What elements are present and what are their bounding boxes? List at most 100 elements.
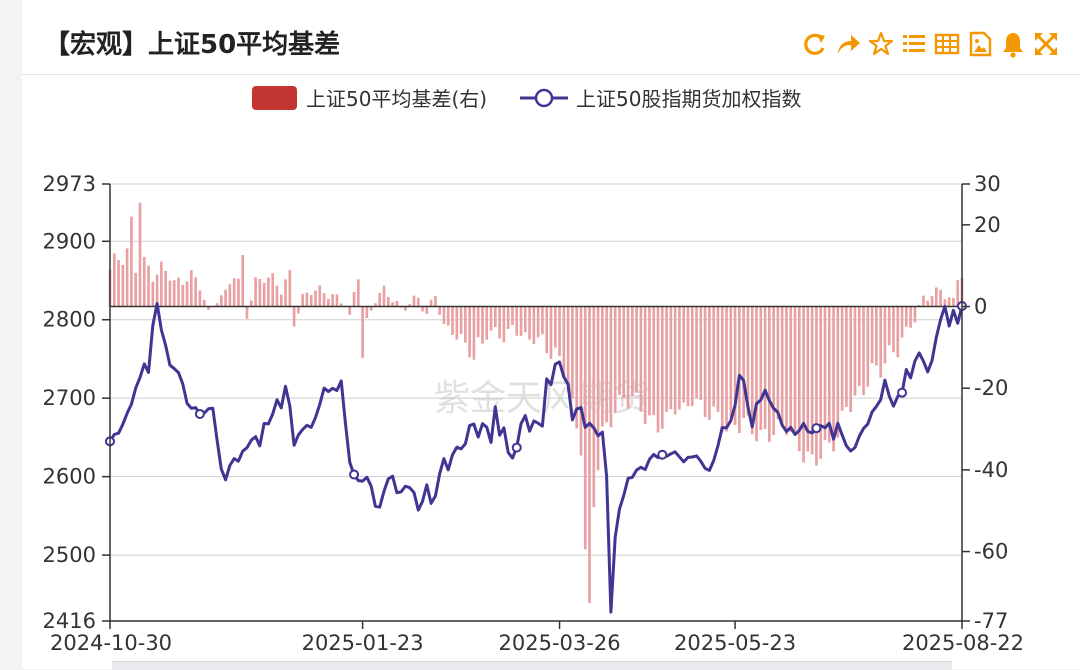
basis-bar bbox=[905, 306, 908, 327]
basis-bar bbox=[866, 306, 870, 387]
basis-bar bbox=[648, 306, 651, 416]
basis-bar bbox=[378, 292, 382, 307]
watermark-text: 紫金天风期货 bbox=[434, 378, 650, 419]
basis-bar bbox=[639, 306, 643, 412]
right-tick-label: 0 bbox=[974, 295, 987, 319]
basis-bar bbox=[605, 306, 608, 423]
basis-bar bbox=[549, 306, 553, 359]
basis-bar bbox=[275, 285, 279, 307]
basis-bar bbox=[147, 265, 150, 307]
basis-bar bbox=[190, 270, 193, 307]
basis-bar bbox=[772, 306, 775, 436]
basis-bar bbox=[429, 299, 433, 307]
basis-bar bbox=[823, 306, 827, 441]
basis-bar bbox=[742, 306, 745, 419]
left-tick-label: 2416 bbox=[43, 609, 96, 633]
image-icon[interactable] bbox=[967, 30, 993, 58]
legend-bar-swatch[interactable] bbox=[252, 86, 297, 110]
legend-line-swatch[interactable] bbox=[520, 86, 568, 110]
basis-bar bbox=[155, 274, 159, 307]
bell-icon[interactable] bbox=[1000, 30, 1026, 58]
basis-bar bbox=[699, 306, 703, 400]
right-tick-label: 20 bbox=[974, 213, 1001, 237]
index-marker bbox=[194, 408, 205, 419]
basis-bar bbox=[845, 306, 848, 407]
basis-bar bbox=[425, 306, 429, 315]
basis-bar bbox=[468, 306, 471, 358]
basis-bar bbox=[763, 306, 767, 429]
data-zoom-slider[interactable] bbox=[112, 661, 952, 670]
basis-bar bbox=[669, 306, 673, 410]
basis-bar bbox=[879, 306, 882, 378]
basis-bar bbox=[322, 293, 326, 307]
basis-bar bbox=[292, 306, 296, 327]
toolbar bbox=[802, 30, 1062, 60]
basis-bar bbox=[892, 306, 895, 353]
basis-bar bbox=[357, 279, 360, 307]
basis-bar bbox=[840, 306, 844, 411]
basis-bar bbox=[198, 290, 202, 307]
x-tick-label: 2025-08-22 bbox=[902, 631, 1024, 655]
basis-bar bbox=[168, 280, 172, 307]
basis-bar bbox=[934, 287, 938, 307]
table-icon[interactable] bbox=[934, 30, 960, 58]
basis-bar bbox=[652, 306, 656, 416]
fullscreen-icon[interactable] bbox=[1033, 30, 1059, 58]
basis-bar bbox=[690, 306, 694, 407]
share-icon[interactable] bbox=[835, 30, 861, 58]
refresh-icon[interactable] bbox=[802, 30, 828, 58]
basis-bar bbox=[733, 306, 737, 426]
left-tick-label: 2800 bbox=[43, 308, 96, 332]
chart-panel: 【宏观】上证50平均基差 bbox=[22, 0, 1080, 670]
basis-bar bbox=[339, 303, 343, 307]
basis-bar bbox=[442, 306, 446, 324]
basis-bar bbox=[665, 306, 668, 412]
basis-bar bbox=[254, 277, 257, 307]
basis-bar bbox=[506, 306, 510, 329]
right-tick-label: 30 bbox=[974, 172, 1001, 196]
basis-bar bbox=[750, 306, 754, 435]
basis-bar bbox=[160, 261, 163, 307]
basis-bar bbox=[686, 306, 690, 407]
left-tick-label: 2973 bbox=[43, 172, 96, 196]
basis-bar bbox=[352, 291, 356, 307]
basis-bar bbox=[622, 306, 626, 399]
basis-bar bbox=[566, 306, 570, 392]
basis-bar bbox=[476, 306, 480, 338]
basis-bar bbox=[382, 285, 386, 307]
left-tick-label: 2700 bbox=[43, 386, 96, 410]
basis-bar bbox=[768, 306, 771, 442]
basis-bar bbox=[511, 306, 514, 325]
basis-bar bbox=[485, 306, 489, 340]
basis-bar bbox=[348, 306, 352, 315]
basis-bar bbox=[386, 296, 390, 307]
basis-bar bbox=[241, 254, 245, 307]
x-tick-label: 2025-01-23 bbox=[302, 631, 424, 655]
basis-bar bbox=[947, 297, 951, 307]
basis-bar bbox=[780, 306, 784, 426]
basis-bar bbox=[267, 277, 270, 307]
basis-bar bbox=[232, 278, 236, 307]
basis-bar bbox=[416, 297, 420, 307]
basis-bar bbox=[545, 306, 549, 354]
basis-bar bbox=[802, 306, 805, 463]
left-tick-label: 2500 bbox=[43, 543, 96, 567]
basis-bar bbox=[177, 277, 180, 307]
basis-bar bbox=[725, 306, 728, 432]
basis-bar bbox=[258, 279, 262, 307]
basis-bar bbox=[592, 306, 596, 508]
basis-bar bbox=[643, 306, 647, 424]
basis-bar bbox=[412, 295, 416, 307]
basis-bar bbox=[755, 306, 758, 442]
right-tick-label: -77 bbox=[974, 609, 1008, 633]
index-marker bbox=[897, 387, 908, 398]
star-icon[interactable] bbox=[868, 30, 894, 58]
basis-bar bbox=[806, 306, 810, 452]
basis-bar bbox=[309, 294, 313, 307]
legend-line-label[interactable]: 上证50股指期货加权指数 bbox=[576, 87, 802, 111]
legend-bar-label[interactable]: 上证50平均基差(右) bbox=[306, 87, 488, 111]
basis-bar bbox=[142, 256, 146, 307]
list-icon[interactable] bbox=[901, 30, 927, 58]
basis-bar bbox=[519, 306, 523, 336]
x-tick-label: 2024-10-30 bbox=[50, 631, 172, 655]
